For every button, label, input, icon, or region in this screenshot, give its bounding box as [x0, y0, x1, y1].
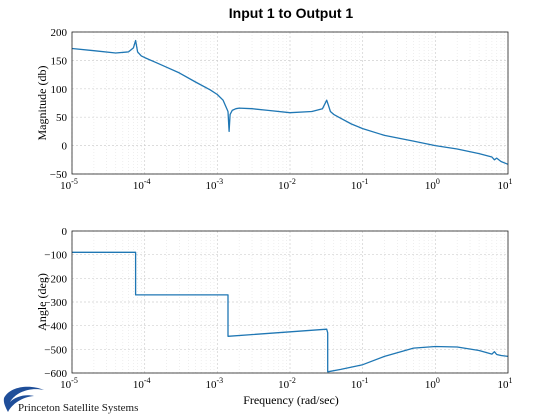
- swoosh-logo-icon: [3, 386, 45, 412]
- y-tick-label: 0: [62, 141, 68, 153]
- magnitude-tick-labels: 10-5 10-4 10-3 10-2 10-1 100 101 −50 0 50 100 150 20…: [50, 27, 513, 192]
- magnitude-series: [71, 39, 509, 165]
- magnitude-axes-background: [72, 32, 508, 174]
- magnitude-axes-frame: [71, 31, 509, 175]
- princeton-logo: Princeton Satellite Systems: [3, 386, 138, 414]
- phase-tick-labels: 10-5 10-4 10-3 10-2 10-1 100 101 −600 −500 −400 −3…: [44, 226, 512, 391]
- y-tick-label: 200: [51, 27, 68, 39]
- y-tick-label: −300: [44, 297, 67, 309]
- phase-y-axis-label: Angle (deg): [35, 273, 49, 331]
- x-tick-label: 10-3: [205, 177, 223, 192]
- y-tick-label: 100: [51, 84, 68, 96]
- x-tick-label: 100: [425, 177, 440, 192]
- magnitude-y-axis-label: Magnitude (db): [35, 66, 49, 141]
- y-tick-label: 150: [51, 55, 68, 67]
- phase-plot: 10-5 10-4 10-3 10-2 10-1 100 101 −600 −500 −400 −3…: [35, 226, 513, 391]
- x-tick-label: 10-5: [60, 376, 78, 391]
- y-tick-label: −600: [44, 368, 67, 380]
- chart-title: Input 1 to Output 1: [229, 5, 354, 21]
- x-tick-label: 10-4: [133, 376, 151, 391]
- y-tick-label: −200: [44, 273, 67, 285]
- phase-axes-frame: [71, 230, 509, 374]
- y-tick-label: 50: [56, 112, 68, 124]
- x-tick-label: 10-3: [205, 376, 223, 391]
- x-axis-label: Frequency (rad/sec): [243, 393, 339, 407]
- phase-line: [72, 251, 509, 373]
- x-tick-label: 10-1: [351, 177, 369, 192]
- magnitude-plot: 10-5 10-4 10-3 10-2 10-1 100 101 −50 0 50 100 150 20…: [35, 27, 513, 192]
- phase-series: [72, 251, 509, 373]
- y-tick-label: 0: [62, 226, 68, 238]
- x-tick-label: 10-1: [351, 376, 369, 391]
- y-tick-label: −100: [44, 250, 67, 262]
- x-tick-label: 101: [498, 376, 513, 391]
- x-tick-label: 101: [498, 177, 513, 192]
- y-tick-label: −400: [44, 321, 67, 333]
- x-tick-label: 10-5: [60, 177, 78, 192]
- x-tick-label: 10-2: [278, 177, 296, 192]
- x-tick-label: 10-4: [133, 177, 151, 192]
- x-tick-label: 100: [425, 376, 440, 391]
- logo-text: Princeton Satellite Systems: [18, 402, 138, 414]
- y-tick-label: −500: [44, 344, 67, 356]
- x-tick-label: 10-2: [278, 376, 296, 391]
- y-tick-label: −50: [50, 169, 68, 181]
- magnitude-line: [71, 39, 509, 165]
